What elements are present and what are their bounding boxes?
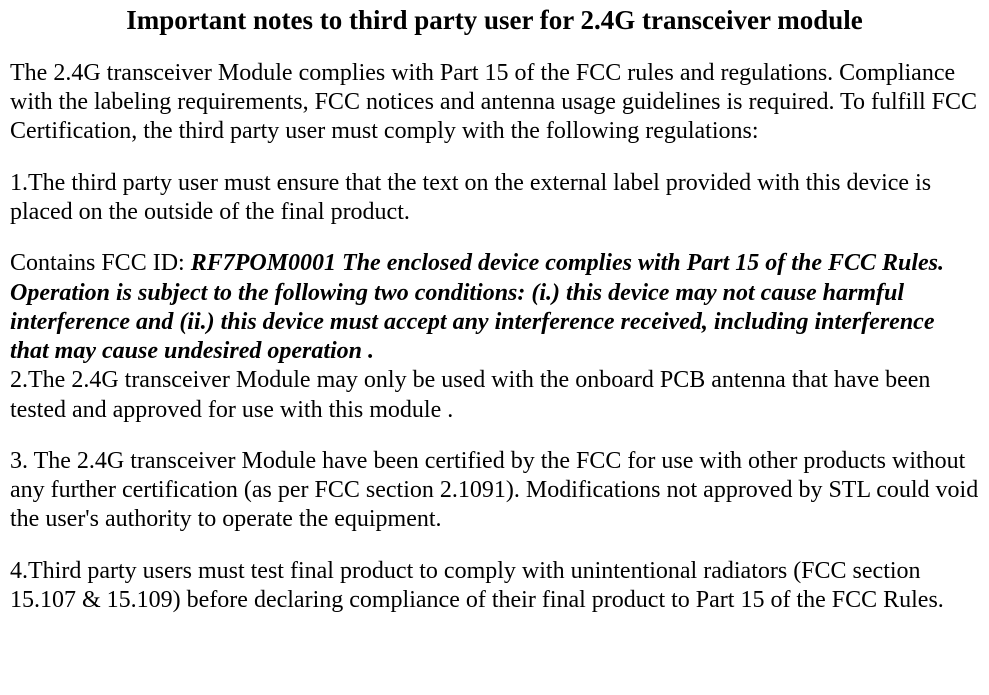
list-item-3: 3. The 2.4G transceiver Module have been… [10,447,979,535]
document-title: Important notes to third party user for … [10,4,979,37]
list-item-4: 4.Third party users must test final prod… [10,557,979,616]
list-item-2: 2.The 2.4G transceiver Module may only b… [10,366,979,425]
intro-paragraph: The 2.4G transceiver Module complies wit… [10,59,979,147]
document-page: Important notes to third party user for … [0,0,989,695]
list-item-1: 1.The third party user must ensure that … [10,169,979,228]
fcc-id-paragraph: Contains FCC ID: RF7POM0001 The enclosed… [10,249,979,366]
fcc-id-prefix: Contains FCC ID: [10,250,191,276]
